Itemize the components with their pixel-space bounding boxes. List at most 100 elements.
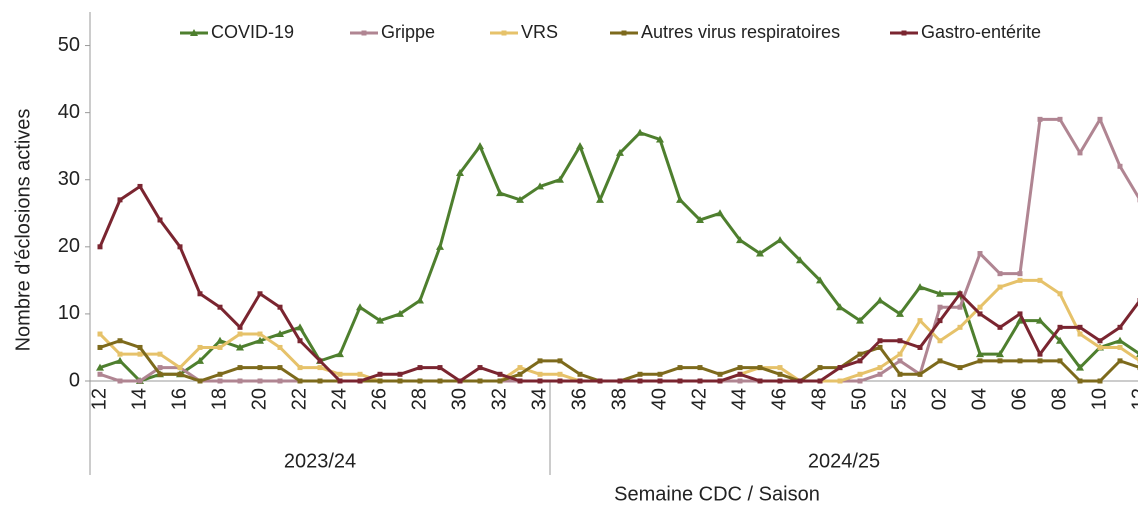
marker <box>717 371 723 377</box>
marker <box>357 378 363 384</box>
marker <box>777 365 783 371</box>
marker <box>1017 311 1023 317</box>
marker <box>957 324 963 330</box>
marker <box>237 365 243 371</box>
marker <box>657 378 663 384</box>
x-tick-label: 02 <box>928 388 950 410</box>
marker <box>277 378 283 384</box>
marker <box>317 378 323 384</box>
marker <box>897 351 903 357</box>
marker <box>177 365 183 371</box>
marker <box>616 148 624 156</box>
marker <box>897 371 903 377</box>
marker <box>197 291 203 297</box>
x-tick-label: 12 <box>1128 388 1138 410</box>
marker <box>877 365 883 371</box>
marker <box>177 371 183 377</box>
marker <box>1077 331 1083 337</box>
marker <box>1037 358 1043 364</box>
marker <box>157 365 163 371</box>
legend-label: VRS <box>521 22 558 42</box>
marker <box>856 316 864 324</box>
marker <box>517 378 523 384</box>
marker <box>376 316 384 324</box>
marker <box>577 378 583 384</box>
marker <box>637 371 643 377</box>
x-axis-label: Semaine CDC / Saison <box>614 483 820 505</box>
marker <box>217 371 223 377</box>
marker <box>1116 336 1124 344</box>
marker <box>197 378 203 384</box>
marker <box>237 324 243 330</box>
marker <box>417 378 423 384</box>
marker <box>157 371 163 377</box>
marker <box>157 351 163 357</box>
marker <box>436 242 444 250</box>
marker <box>1117 358 1123 364</box>
marker <box>917 371 923 377</box>
marker <box>417 365 423 371</box>
y-tick-label: 10 <box>58 302 80 324</box>
marker <box>757 378 763 384</box>
marker <box>337 371 343 377</box>
marker <box>876 296 884 304</box>
marker <box>957 365 963 371</box>
marker <box>917 318 923 324</box>
marker <box>217 378 223 384</box>
series-line <box>98 184 1138 383</box>
legend-marker <box>501 30 507 36</box>
marker <box>356 303 364 311</box>
marker <box>637 378 643 384</box>
marker <box>1057 291 1063 297</box>
marker <box>377 378 383 384</box>
marker <box>817 365 823 371</box>
marker <box>776 236 784 244</box>
marker <box>197 344 203 350</box>
marker <box>937 358 943 364</box>
marker <box>217 304 223 310</box>
legend-label: Gastro-entérite <box>921 22 1041 42</box>
marker <box>1117 324 1123 330</box>
marker <box>117 338 123 344</box>
marker <box>716 209 724 217</box>
marker <box>1017 358 1023 364</box>
marker <box>597 378 603 384</box>
marker <box>717 378 723 384</box>
x-tick-label: 46 <box>768 388 790 410</box>
marker <box>97 371 103 377</box>
marker <box>557 378 563 384</box>
y-tick-label: 40 <box>58 101 80 123</box>
legend-marker <box>901 30 907 36</box>
marker <box>276 330 284 338</box>
marker <box>256 336 264 344</box>
marker <box>517 371 523 377</box>
marker <box>357 371 363 377</box>
marker <box>1097 338 1103 344</box>
marker <box>1077 150 1083 156</box>
x-tick-label: 38 <box>608 388 630 410</box>
marker <box>97 244 103 250</box>
x-tick-label: 12 <box>88 388 110 410</box>
marker <box>1077 378 1083 384</box>
marker <box>997 284 1003 290</box>
marker <box>157 217 163 223</box>
marker <box>937 338 943 344</box>
legend-label: COVID-19 <box>211 22 294 42</box>
marker <box>336 350 344 358</box>
x-tick-label: 48 <box>808 388 830 410</box>
marker <box>416 296 424 304</box>
x-tick-label: 18 <box>208 388 230 410</box>
x-tick-label: 08 <box>1048 388 1070 410</box>
marker <box>837 378 843 384</box>
y-tick-label: 50 <box>58 34 80 56</box>
marker <box>556 175 564 183</box>
marker <box>877 371 883 377</box>
marker <box>1057 116 1063 122</box>
x-tick-label: 22 <box>288 388 310 410</box>
x-tick-label: 50 <box>848 388 870 410</box>
marker <box>976 350 984 358</box>
marker <box>636 128 644 136</box>
x-tick-label: 52 <box>888 388 910 410</box>
marker <box>516 195 524 203</box>
